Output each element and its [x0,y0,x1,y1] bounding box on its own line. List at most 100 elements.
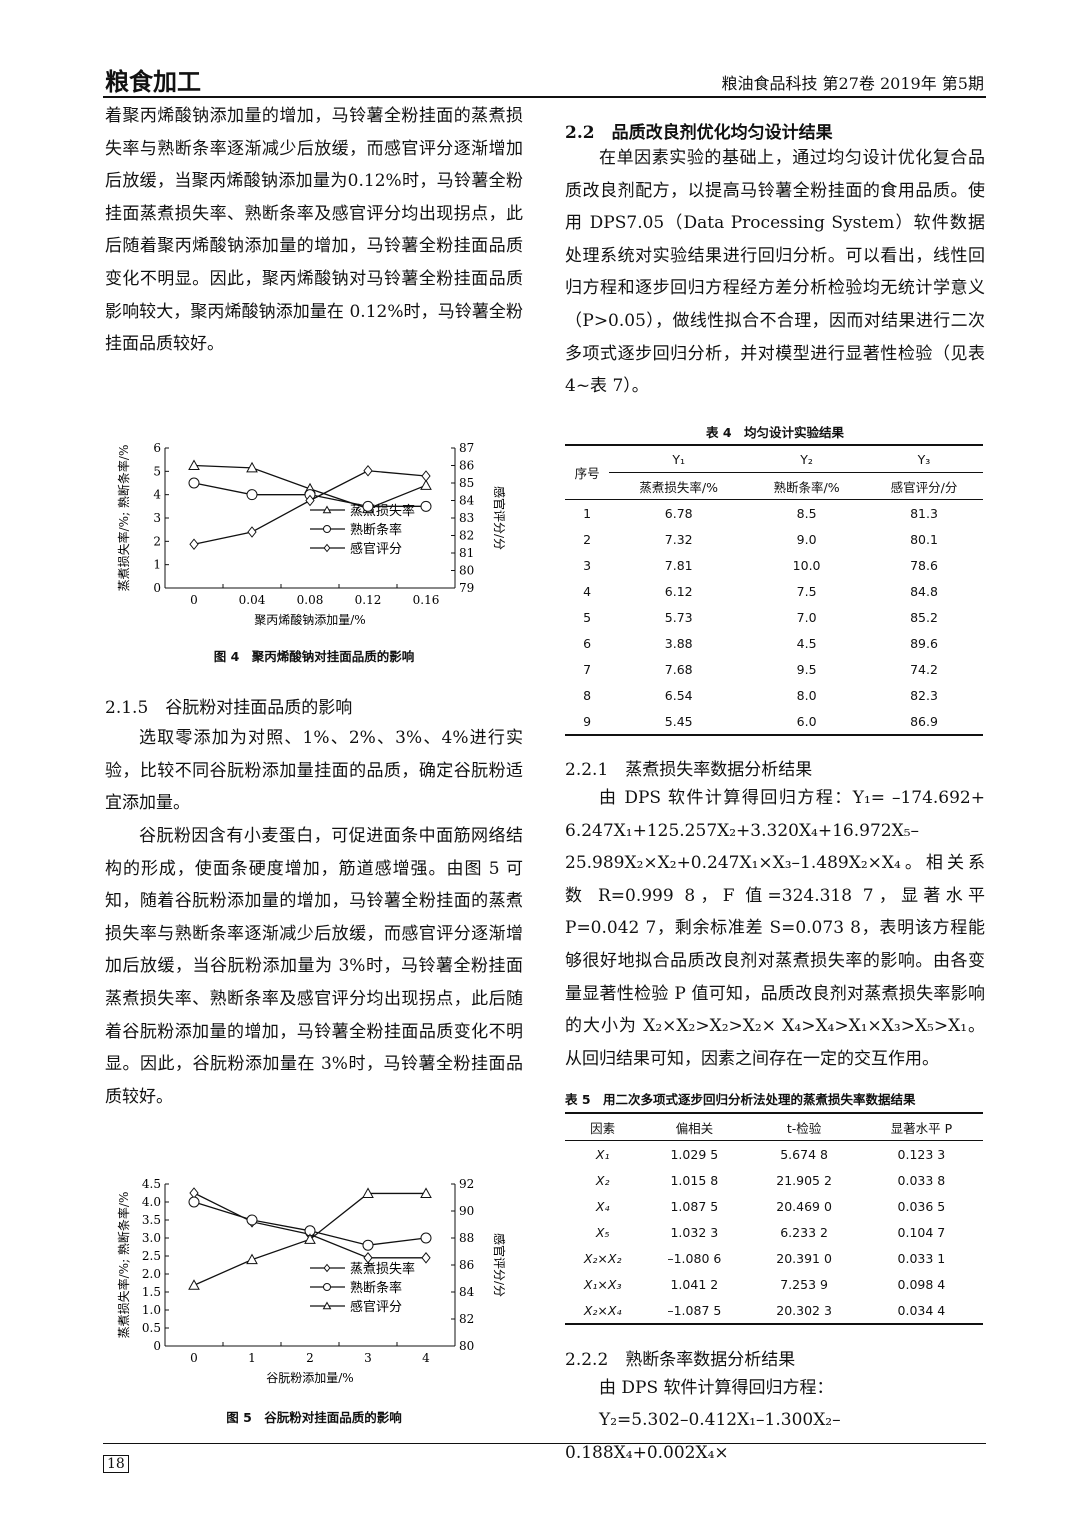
table-cell: 6.233 2 [780,1224,828,1240]
legend-label: 感官评分 [350,541,402,557]
table-cell: 1.087 5 [670,1198,719,1214]
data-point [363,464,373,477]
y2-tick-label: 81 [459,546,474,560]
section-heading-2-1-5: 2.1.5 谷朊粉对挂面品质的影响 [105,698,353,718]
data-point [362,1239,374,1251]
col-subheader: 熟断条率/% [748,472,866,500]
table-cell: 4 [583,583,592,599]
legend-marker [323,1263,331,1273]
col-header: 显著水平 P [859,1113,983,1141]
footer-rule [103,1443,986,1444]
table-cell: 2 [583,531,592,547]
table-cell: 0.034 4 [897,1302,946,1318]
legend-marker [323,525,331,533]
table-cell: 0.033 1 [897,1250,946,1266]
table-cell: 7.5 [796,583,817,599]
table-cell: 10.0 [792,557,821,573]
col-header: Y₃ [865,445,983,473]
table-row: 8 6.54 8.0 82.3 [565,682,983,708]
x-tick-label: 0.16 [413,593,440,607]
data-point [188,1196,200,1208]
table-cell: 6.54 [664,687,693,703]
legend-marker [323,543,331,553]
table-row: X₄ 1.087 5 20.469 0 0.036 5 [565,1193,983,1219]
page-number: 18 [103,1455,129,1473]
table-cell: 7.81 [664,557,693,573]
y-tick-label: 4 [153,488,161,502]
table-cell: 8.5 [796,505,817,521]
table-cell: 7.0 [796,609,817,625]
data-point [305,494,315,507]
table-cell: 20.302 3 [776,1302,832,1318]
table-row: 3 7.81 10.0 78.6 [565,552,983,578]
y-tick-label: 4.0 [142,1195,161,1209]
table-cell: 5.73 [664,609,693,625]
data-point [188,1279,200,1290]
x-axis-label: 聚丙烯酸钠添加量/% [254,612,365,627]
section-heading-2-2-2: 2.2.2 熟断条率数据分析结果 [565,1350,796,1370]
table-cell: 7.253 9 [780,1276,828,1292]
legend-marker [323,1283,331,1291]
table-cell: 3.88 [664,635,693,651]
table-cell: 3 [583,557,592,573]
table-cell: X₂ [595,1172,610,1188]
table-row: X₅ 1.032 3 6.233 2 0.104 7 [565,1219,983,1245]
table-cell: 0.123 3 [897,1146,946,1162]
figure-4-caption: 图 4 聚丙烯酸钠对挂面品质的影响 [213,649,415,664]
y2-tick-label: 92 [459,1177,474,1191]
x-axis-label: 谷朊粉添加量/% [266,1371,353,1385]
paragraph: 谷朊粉因含有小麦蛋白，可促进面条中面筋网络结构的形成，使面条硬度增加，筋道感增强… [105,826,523,1107]
y-tick-label: 1.5 [142,1285,161,1299]
table-cell: 8.0 [796,687,817,703]
table-cell: 82.3 [910,687,938,703]
table-cell: X₅ [595,1224,610,1240]
data-point [362,500,374,512]
data-point [247,526,257,538]
data-point [420,1187,432,1198]
data-point [420,479,432,490]
paragraph: 由 DPS 软件计算得回归方程： [599,1378,834,1398]
x-tick-label: 0 [190,593,198,607]
y2-tick-label: 80 [459,1339,474,1353]
table-cell: 7 [583,661,592,677]
y2-tick-label: 82 [459,529,474,543]
table-cell: 1.032 3 [670,1224,719,1240]
y-axis-label: 蒸煮损失率/%; 熟断条率/% [116,445,131,592]
y2-tick-label: 86 [459,459,474,473]
table-row: 9 5.45 6.0 86.9 [565,708,983,735]
legend-label: 熟断条率 [350,522,402,538]
y-tick-label: 2 [153,534,161,548]
y-tick-label: 1 [153,558,161,572]
y-tick-label: 5 [153,464,161,478]
table-cell: 21.905 2 [776,1172,832,1188]
data-point [246,461,258,473]
y-tick-label: 0 [153,1339,161,1353]
y-tick-label: 0.5 [142,1321,161,1335]
col-subheader: 蒸煮损失率/% [609,472,749,500]
table-row: 1 6.78 8.5 81.3 [565,500,983,527]
table-cell: 74.2 [910,661,938,677]
x-tick-label: 3 [364,1351,372,1365]
data-point [246,1253,258,1265]
x-tick-label: 0.04 [239,593,266,607]
table-row: 7 7.68 9.5 74.2 [565,656,983,682]
table-cell: 6 [583,635,592,651]
data-point [362,1187,374,1198]
legend-label: 感官评分 [350,1299,402,1315]
table-cell: 9 [583,713,592,729]
table-4-title: 表 4 均匀设计实验结果 [705,425,845,440]
legend-label: 熟断条率 [350,1280,402,1296]
table-cell: 6.78 [664,505,693,521]
table-cell: 0.033 8 [897,1172,946,1188]
table-cell: 20.391 0 [776,1250,832,1266]
table-cell: 0.036 5 [897,1198,946,1214]
y-tick-label: 3.5 [142,1213,161,1227]
table-4: 序号 Y₁ Y₂ Y₃ 蒸煮损失率/% 熟断条率/% 感官评分/分 1 6.78 8… [565,444,983,736]
col-header: 因素 [565,1113,641,1141]
y-tick-label: 2.5 [142,1249,161,1263]
table-row: 4 6.12 7.5 84.8 [565,578,983,604]
table-cell: X₁ [595,1146,610,1162]
table-row: X₂×X₄ –1.087 5 20.302 3 0.034 4 [565,1297,983,1324]
